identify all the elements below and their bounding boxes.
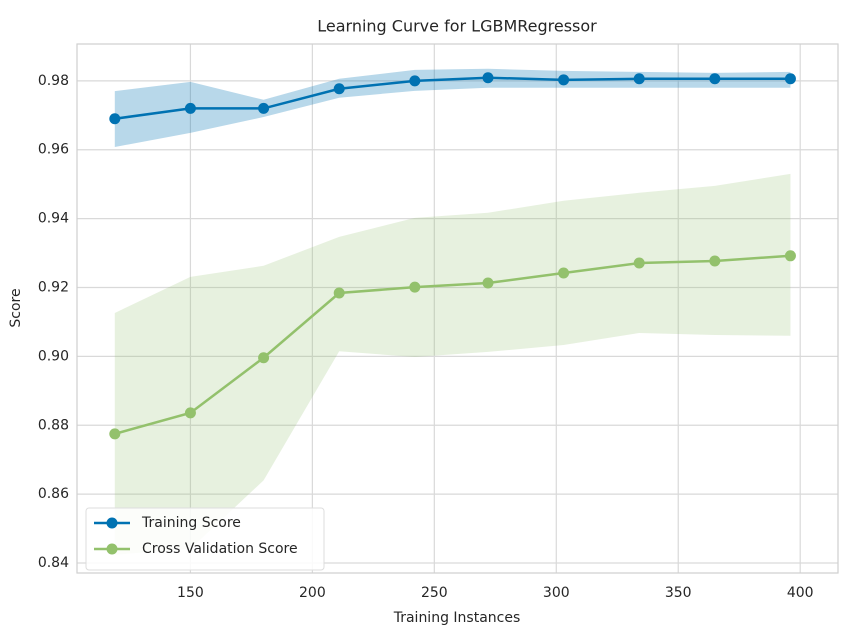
data-point bbox=[784, 250, 796, 262]
data-point bbox=[184, 102, 196, 114]
data-point bbox=[558, 267, 570, 279]
data-point bbox=[558, 74, 570, 86]
data-point bbox=[482, 72, 494, 84]
data-point bbox=[409, 75, 421, 87]
x-tick-label: 300 bbox=[543, 585, 570, 601]
data-point bbox=[409, 281, 421, 293]
x-tick-label: 250 bbox=[421, 585, 448, 601]
data-point bbox=[709, 255, 721, 267]
legend-marker bbox=[106, 517, 118, 529]
y-tick-label: 0.90 bbox=[38, 348, 69, 364]
data-point bbox=[333, 287, 345, 299]
y-tick-label: 0.96 bbox=[38, 142, 69, 158]
x-tick-label: 400 bbox=[787, 585, 814, 601]
data-point bbox=[258, 352, 270, 364]
y-tick-label: 0.86 bbox=[38, 486, 69, 502]
y-tick-label: 0.84 bbox=[38, 555, 69, 571]
x-tick-label: 200 bbox=[299, 585, 326, 601]
data-point bbox=[633, 257, 645, 269]
data-point bbox=[333, 83, 345, 95]
data-point bbox=[109, 428, 121, 440]
data-point bbox=[709, 73, 721, 85]
data-point bbox=[633, 73, 645, 85]
y-axis-label: Score bbox=[8, 288, 24, 327]
legend-label: Training Score bbox=[141, 515, 241, 531]
data-point bbox=[184, 407, 196, 419]
data-point bbox=[109, 113, 121, 125]
y-tick-label: 0.92 bbox=[38, 279, 69, 295]
y-tick-label: 0.94 bbox=[38, 211, 69, 227]
y-tick-label: 0.88 bbox=[38, 417, 69, 433]
series-line bbox=[114, 254, 791, 436]
plot-area bbox=[109, 68, 796, 555]
chart-title: Learning Curve for LGBMRegressor bbox=[317, 17, 597, 36]
legend-box bbox=[85, 507, 325, 571]
data-point bbox=[784, 73, 796, 85]
data-point bbox=[258, 102, 270, 114]
series-line bbox=[114, 76, 791, 120]
x-tick-label: 350 bbox=[665, 585, 692, 601]
confidence-band bbox=[114, 173, 791, 555]
legend: Training Score Cross Validation Score bbox=[85, 507, 325, 571]
legend-label: Cross Validation Score bbox=[142, 541, 298, 557]
legend-marker bbox=[106, 543, 118, 555]
data-point bbox=[482, 277, 494, 289]
x-axis-label: Training Instances bbox=[393, 610, 521, 626]
plot-frame bbox=[76, 43, 839, 574]
y-tick-label: 0.98 bbox=[38, 73, 69, 89]
x-tick-label: 150 bbox=[177, 585, 204, 601]
grid bbox=[77, 44, 838, 573]
